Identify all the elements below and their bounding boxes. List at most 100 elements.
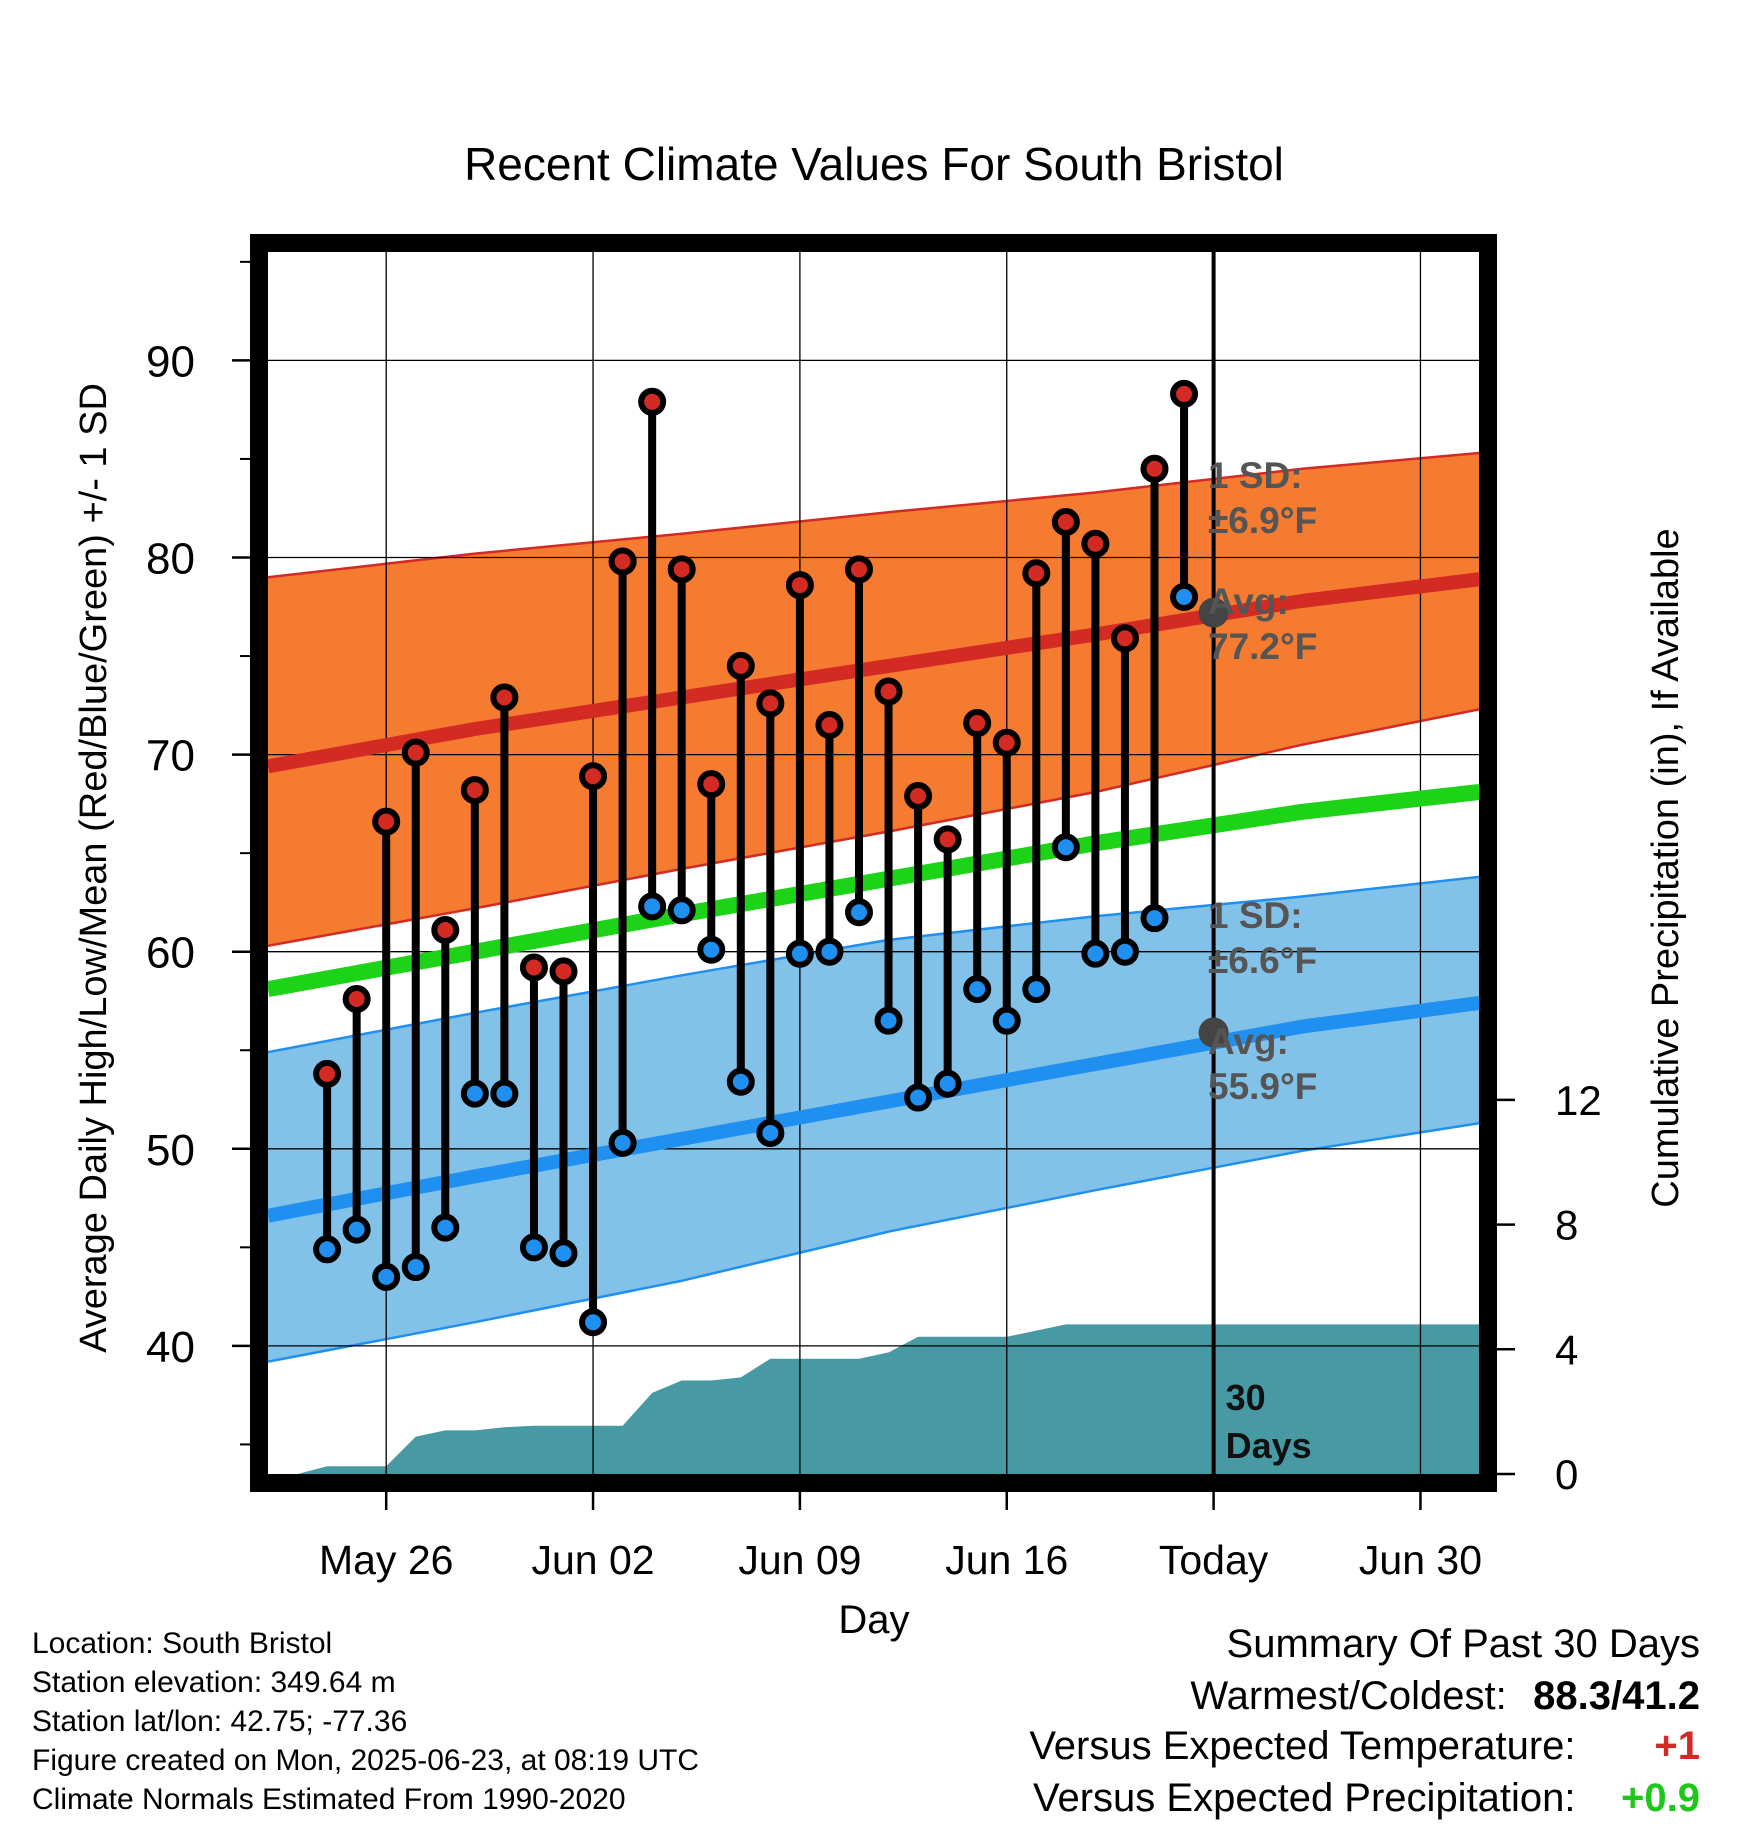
axes: 40 50 60 70 80 90 0 4 8 12 May 26 Jun 02 Jun 09 Jun 1… xyxy=(146,260,1602,1583)
high-point xyxy=(490,683,519,712)
high-point xyxy=(1081,529,1110,558)
high-point xyxy=(1170,379,1199,408)
daily-points xyxy=(313,379,1199,1337)
warm-cold-label: Warmest/Coldest: xyxy=(1190,1674,1507,1718)
high-point xyxy=(1140,454,1169,483)
low-sd-value: ±6.6°F xyxy=(1208,940,1317,981)
low-point xyxy=(992,1006,1021,1035)
high-avg-label: Avg: xyxy=(1208,581,1289,622)
y2-tick-label: 8 xyxy=(1555,1202,1578,1249)
today-label-line2: Days xyxy=(1226,1425,1312,1466)
y-axis-label: Average Daily High/Low/Mean (Red/Blue/Gr… xyxy=(73,383,115,1353)
low-point xyxy=(1170,582,1199,611)
low-point xyxy=(579,1308,608,1337)
y2-tick-label: 0 xyxy=(1555,1451,1578,1498)
normal-low-line xyxy=(268,995,1479,1223)
high-point xyxy=(815,711,844,740)
high-point xyxy=(785,571,814,600)
info-location: Location: South Bristol xyxy=(32,1627,333,1660)
low-point xyxy=(845,898,873,927)
high-sd-label: 1 SD: xyxy=(1208,455,1303,496)
high-point xyxy=(726,651,755,680)
summary-precipitation: Versus Expected Precipitation: +0.9 xyxy=(1033,1776,1700,1821)
low-point xyxy=(549,1239,578,1268)
plot-frame xyxy=(250,234,1497,1492)
y-tick-label: 90 xyxy=(146,337,195,386)
high-point xyxy=(667,555,696,584)
low-point xyxy=(313,1235,342,1264)
precip-value: +0.9 xyxy=(1621,1776,1700,1820)
low-point xyxy=(963,975,992,1004)
x-tick-label: Jun 02 xyxy=(531,1537,654,1583)
low-sd-label: 1 SD: xyxy=(1208,895,1303,936)
x-tick-label: Today xyxy=(1159,1537,1269,1583)
low-point xyxy=(460,1079,489,1108)
info-created: Figure created on Mon, 2025-06-23, at 08… xyxy=(32,1744,700,1777)
summary-warm-cold: Warmest/Coldest: 88.3/41.2 xyxy=(1190,1674,1700,1719)
high-point xyxy=(933,825,962,854)
low-avg-marker xyxy=(1198,1017,1229,1048)
y-tick-label: 40 xyxy=(146,1323,195,1372)
high-point xyxy=(1051,508,1080,537)
high-point xyxy=(549,957,578,986)
high-point xyxy=(1022,559,1051,588)
low-point xyxy=(667,896,696,925)
low-point xyxy=(815,937,844,966)
low-point xyxy=(697,935,726,964)
low-point xyxy=(1051,833,1080,862)
low-point xyxy=(1022,975,1051,1004)
info-elevation: Station elevation: 349.64 m xyxy=(32,1666,396,1699)
high-point xyxy=(342,984,371,1013)
y2-axis-label: Cumulative Precipitation (in), If Availa… xyxy=(1645,528,1687,1207)
high-point xyxy=(1110,624,1139,653)
normal-high-line xyxy=(268,572,1479,774)
low-point xyxy=(756,1119,785,1148)
high-avg-marker xyxy=(1198,597,1229,628)
summary-title: Summary Of Past 30 Days xyxy=(1227,1622,1700,1667)
high-point xyxy=(460,776,489,805)
y-tick-label: 80 xyxy=(146,535,195,584)
low-point xyxy=(490,1079,519,1108)
temp-label: Versus Expected Temperature: xyxy=(1029,1724,1576,1768)
high-point xyxy=(313,1059,342,1088)
high-point xyxy=(963,709,992,738)
today-label-line1: 30 xyxy=(1226,1377,1266,1418)
high-point xyxy=(519,953,548,982)
x-axis-label: Day xyxy=(838,1598,909,1642)
high-point xyxy=(638,387,667,416)
summary-title-text: Summary Of Past 30 Days xyxy=(1226,1622,1700,1666)
low-point xyxy=(904,1083,933,1112)
x-tick-label: Jun 16 xyxy=(945,1537,1068,1583)
x-tick-label: May 26 xyxy=(319,1537,453,1583)
high-point xyxy=(697,770,726,799)
y-tick-label: 70 xyxy=(146,732,195,781)
chart-title: Recent Climate Values For South Bristol xyxy=(464,138,1284,190)
precip-label: Versus Expected Precipitation: xyxy=(1033,1776,1576,1820)
high-point xyxy=(579,762,608,791)
low-point xyxy=(608,1128,637,1157)
high-sd-upper-edge xyxy=(268,451,1479,579)
high-point xyxy=(904,781,933,810)
low-point xyxy=(1140,904,1169,933)
x-tick-label: Jun 09 xyxy=(738,1537,861,1583)
low-sd-lower-edge xyxy=(268,1122,1479,1363)
high-avg-value: 77.2°F xyxy=(1208,626,1317,667)
low-point xyxy=(431,1213,460,1242)
info-latlon: Station lat/lon: 42.75; -77.36 xyxy=(32,1705,408,1738)
high-point xyxy=(401,738,430,767)
low-point xyxy=(372,1262,401,1291)
high-point xyxy=(756,689,785,718)
x-tick-label: Jun 30 xyxy=(1359,1537,1482,1583)
high-point xyxy=(372,807,401,836)
info-normals: Climate Normals Estimated From 1990-2020 xyxy=(32,1783,626,1816)
high-sd-band xyxy=(268,453,1479,946)
daily-range-stems xyxy=(323,393,1189,1323)
low-point xyxy=(1110,937,1139,966)
high-point xyxy=(874,677,903,706)
low-point xyxy=(638,892,667,921)
low-point xyxy=(401,1253,430,1282)
y2-tick-label: 12 xyxy=(1555,1077,1602,1124)
y2-tick-label: 4 xyxy=(1555,1326,1578,1373)
low-point xyxy=(1081,939,1110,968)
